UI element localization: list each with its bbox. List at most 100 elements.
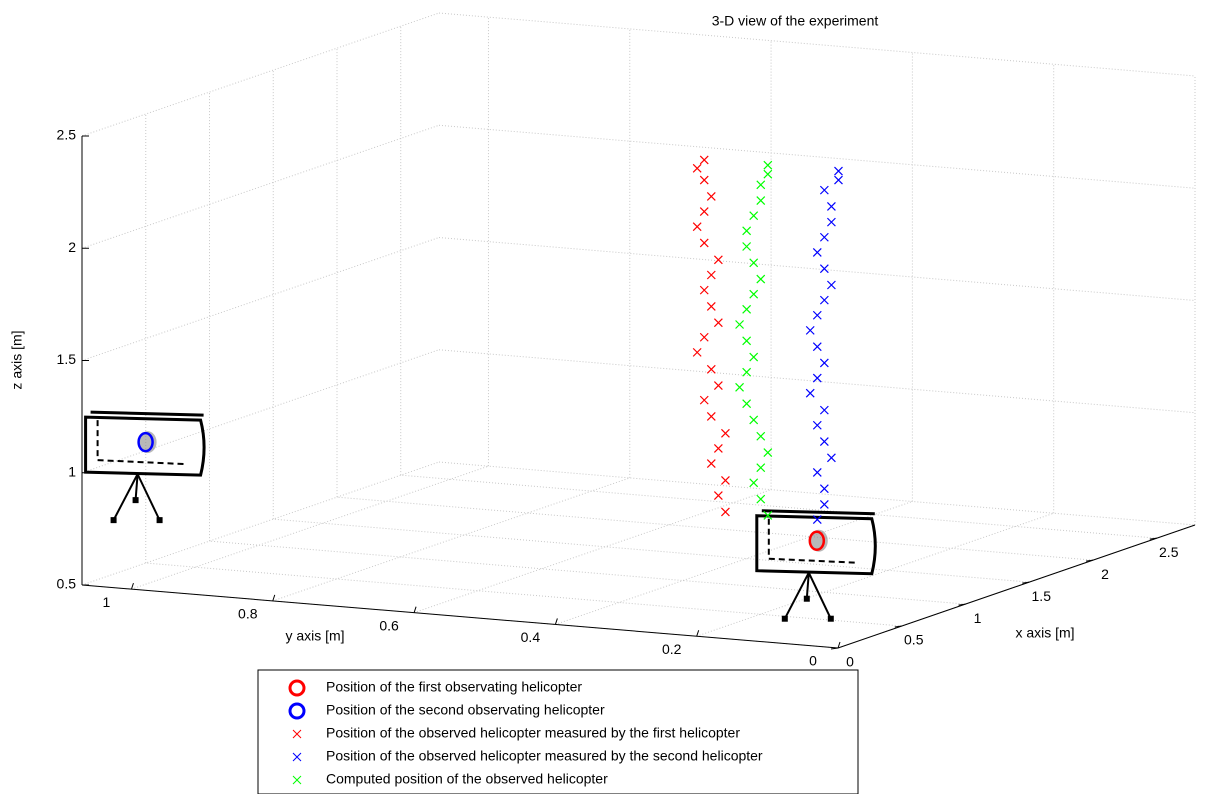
y-axis bbox=[81, 584, 839, 649]
grid-line bbox=[145, 562, 902, 627]
camera-body bbox=[755, 509, 877, 576]
grid-line bbox=[438, 349, 1196, 414]
point-marker bbox=[819, 185, 829, 195]
tripod-leg bbox=[807, 572, 832, 620]
point-marker bbox=[812, 310, 822, 320]
tripod-leg bbox=[783, 572, 810, 620]
point-marker bbox=[699, 207, 709, 216]
tripod-foot bbox=[156, 517, 163, 524]
point-marker bbox=[763, 169, 773, 179]
grid-line bbox=[81, 237, 440, 361]
legend-label: Position of the first observating helico… bbox=[326, 679, 582, 695]
z-tick-label: 1.5 bbox=[57, 351, 77, 367]
grid-line bbox=[555, 500, 913, 625]
grid-line bbox=[272, 477, 630, 602]
tripod-foot bbox=[803, 595, 810, 602]
x-tick bbox=[958, 603, 966, 606]
y-tick-label: 0.2 bbox=[662, 641, 682, 657]
point-marker bbox=[819, 358, 829, 368]
point-marker bbox=[735, 320, 744, 329]
point-marker bbox=[699, 155, 709, 165]
point-marker bbox=[699, 238, 709, 248]
point-marker bbox=[812, 420, 822, 430]
z-tick-label: 1 bbox=[68, 463, 76, 479]
observer-marker bbox=[137, 431, 154, 453]
point-marker bbox=[756, 196, 766, 205]
point-marker bbox=[706, 191, 716, 201]
point-marker bbox=[742, 242, 752, 251]
x-tick bbox=[1085, 559, 1094, 562]
tripod-foot bbox=[132, 497, 139, 504]
grid-line bbox=[438, 461, 1196, 526]
point-marker bbox=[756, 274, 766, 284]
grid-line bbox=[400, 474, 1157, 539]
z-tick-label: 2 bbox=[68, 239, 76, 255]
grid-line bbox=[81, 461, 440, 586]
grid-line bbox=[273, 518, 1030, 583]
x-tick-label: 0.5 bbox=[904, 632, 924, 648]
tripod-leg bbox=[134, 474, 139, 501]
point-marker bbox=[735, 382, 744, 392]
x-tick-label: 2 bbox=[1101, 566, 1109, 582]
point-marker bbox=[826, 280, 836, 290]
tripod-foot bbox=[110, 517, 117, 524]
tripod-leg bbox=[805, 572, 810, 599]
point-marker bbox=[826, 453, 836, 463]
y-tick-label: 1 bbox=[103, 594, 111, 610]
point-marker bbox=[756, 180, 766, 190]
x-tick-label: 2.5 bbox=[1159, 544, 1179, 560]
y-tick bbox=[130, 582, 134, 590]
point-marker bbox=[749, 352, 759, 362]
point-marker bbox=[756, 463, 766, 473]
y-tick-label: 0.6 bbox=[379, 617, 399, 633]
point-marker bbox=[826, 217, 836, 227]
legend-label: Position of the second observating helic… bbox=[326, 702, 605, 718]
point-marker bbox=[834, 175, 843, 185]
point-marker bbox=[706, 364, 716, 374]
camera-inner bbox=[767, 518, 857, 564]
point-marker bbox=[812, 373, 822, 383]
point-marker bbox=[756, 431, 766, 441]
legend-label: Computed position of the observed helico… bbox=[326, 771, 608, 787]
y-tick bbox=[696, 630, 700, 637]
point-marker bbox=[812, 515, 822, 524]
legend-marker bbox=[288, 702, 306, 720]
y-axis-label: y axis [m] bbox=[285, 628, 344, 644]
point-marker bbox=[812, 467, 822, 477]
point-marker bbox=[749, 415, 759, 425]
point-marker bbox=[742, 304, 752, 314]
y-tick bbox=[837, 641, 841, 649]
point-marker bbox=[699, 332, 709, 342]
x-tick bbox=[1022, 581, 1030, 584]
z-tick-label: 0.5 bbox=[57, 576, 77, 592]
x-tick bbox=[830, 647, 839, 650]
point-marker bbox=[834, 166, 843, 176]
camera-inner bbox=[96, 420, 186, 466]
legend-marker bbox=[292, 752, 302, 762]
point-marker bbox=[749, 478, 759, 488]
tripod-foot bbox=[827, 615, 834, 622]
point-marker bbox=[805, 388, 815, 398]
point-marker bbox=[706, 459, 716, 468]
point-marker bbox=[819, 232, 829, 242]
point-marker bbox=[749, 211, 759, 221]
grid-line bbox=[81, 12, 440, 137]
grid-line bbox=[438, 124, 1196, 189]
grid-line bbox=[438, 12, 1196, 77]
grid-line bbox=[438, 237, 1196, 301]
tripod-leg bbox=[112, 473, 139, 521]
legend-marker bbox=[288, 679, 306, 697]
y-tick-label: 0.8 bbox=[238, 606, 258, 622]
x-tick bbox=[894, 625, 902, 628]
y-tick bbox=[272, 594, 276, 602]
observer-marker bbox=[808, 530, 826, 551]
point-marker bbox=[692, 347, 702, 357]
tripod-leg bbox=[136, 473, 161, 521]
point-marker bbox=[819, 484, 829, 494]
chart-title: 3-D view of the experiment bbox=[712, 13, 879, 29]
legend-label: Position of the observed helicopter meas… bbox=[326, 725, 740, 741]
point-marker bbox=[706, 270, 716, 280]
grid-line bbox=[131, 465, 489, 590]
legend-marker bbox=[292, 775, 302, 785]
point-marker bbox=[713, 444, 723, 453]
